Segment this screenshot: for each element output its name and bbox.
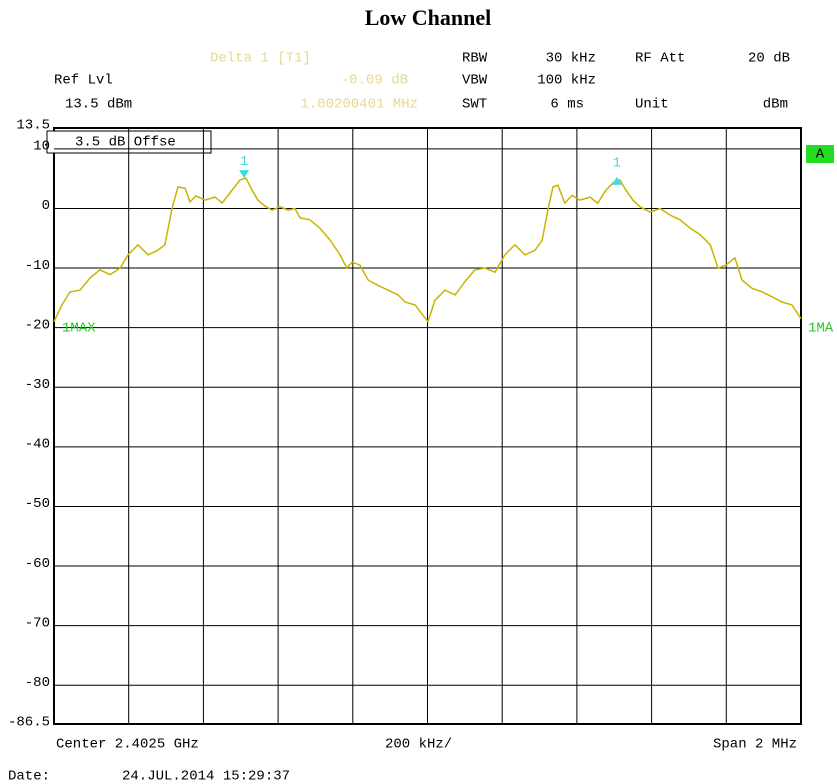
annotation: RF Att (635, 51, 685, 67)
annotation: RBW (462, 51, 488, 67)
annotation: 1MA (808, 321, 834, 337)
trace-a-box (806, 145, 834, 163)
annotation: SWT (462, 97, 487, 113)
y-tick-label: -50 (25, 496, 50, 512)
annotation: 20 dB (748, 51, 790, 67)
y-tick-label: -10 (25, 258, 50, 274)
annotation: 1MAX (62, 321, 96, 337)
y-tick-label: 10 (33, 139, 50, 155)
annotation: -0.09 dB (341, 73, 408, 89)
y-tick-label: -70 (25, 615, 50, 631)
annotation: 200 kHz/ (385, 737, 452, 753)
y-tick-label: 0 (42, 198, 50, 214)
annotation: Ref Lvl (54, 73, 113, 89)
annotation: 6 ms (550, 97, 584, 113)
trace-line (53, 177, 802, 324)
annotation: Unit (635, 97, 669, 113)
y-tick-label: -40 (25, 437, 50, 453)
annotation: 100 kHz (537, 73, 596, 89)
annotation: VBW (462, 73, 488, 89)
annotation: 3.5 dB Offse (75, 135, 176, 151)
marker (611, 176, 622, 185)
y-tick-label: -60 (25, 556, 50, 572)
marker (239, 170, 250, 179)
annotation: 30 kHz (546, 51, 596, 67)
y-tick-label: -20 (25, 317, 50, 333)
annotation: Span 2 MHz (713, 737, 797, 753)
marker-label: 1 (240, 154, 248, 170)
annotation: Date: (8, 769, 50, 784)
annotation: 1.00200401 MHz (300, 97, 418, 113)
y-tick-label: -86.5 (8, 715, 50, 731)
annotation: Delta 1 [T1] (210, 51, 311, 67)
annotation: Center 2.4025 GHz (56, 737, 199, 753)
annotation: dBm (763, 97, 788, 113)
y-tick-label: -80 (25, 675, 50, 691)
marker-label: 1 (613, 156, 621, 172)
y-tick-label: -30 (25, 377, 50, 393)
y-tick-label: 13.5 (16, 118, 50, 134)
chart-title: Low Channel (365, 5, 492, 30)
annotation: A (816, 147, 825, 163)
annotation: 24.JUL.2014 15:29:37 (122, 769, 290, 784)
annotation: 13.5 dBm (65, 97, 132, 113)
